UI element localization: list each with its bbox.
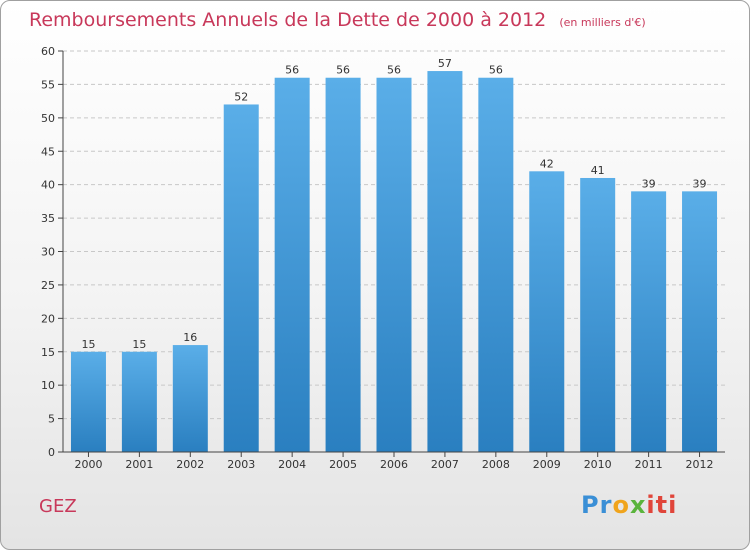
bars: 15 15 16 52 56 56 56 57 56 42 41 39 39 bbox=[70, 57, 718, 453]
location-label: GEZ bbox=[39, 496, 77, 517]
data-label-2005: 56 bbox=[336, 64, 350, 77]
chart-subtitle: (en milliers d'€) bbox=[559, 16, 646, 29]
y-tick-label: 60 bbox=[41, 45, 55, 58]
y-tick-label: 50 bbox=[41, 112, 55, 125]
proxiti-logo: Proxiti bbox=[581, 491, 677, 519]
data-label-2010: 41 bbox=[591, 164, 605, 177]
logo-part-2: o bbox=[612, 491, 630, 519]
data-label-2009: 42 bbox=[540, 157, 554, 170]
data-label-2008: 56 bbox=[489, 64, 503, 77]
x-tick-label-2005: 2005 bbox=[329, 458, 357, 471]
y-tick-label: 25 bbox=[41, 279, 55, 292]
bar-2008 bbox=[478, 77, 514, 452]
axes: 0 5 10 15 20 25 30 35 40 45 50 55 60 2000 2001 2002 2003… bbox=[41, 45, 725, 471]
data-label-2004: 56 bbox=[285, 64, 299, 77]
y-tick-label: 0 bbox=[48, 446, 55, 459]
logo-part-4: iti bbox=[646, 491, 678, 519]
y-tick-label: 45 bbox=[41, 145, 55, 158]
y-tick-label: 30 bbox=[41, 246, 55, 259]
bar-2001 bbox=[121, 351, 157, 452]
data-label-2000: 15 bbox=[81, 338, 95, 351]
data-label-2002: 16 bbox=[183, 331, 197, 344]
bar-2000 bbox=[70, 351, 106, 452]
bar-2007 bbox=[427, 71, 463, 453]
bar-2009 bbox=[529, 171, 565, 453]
data-label-2012: 39 bbox=[693, 177, 707, 190]
chart-title: Remboursements Annuels de la Dette de 20… bbox=[29, 9, 547, 31]
bar-2004 bbox=[274, 77, 310, 452]
x-tick-label-2004: 2004 bbox=[278, 458, 306, 471]
bar-2010 bbox=[580, 177, 616, 452]
y-tick-label: 15 bbox=[41, 346, 55, 359]
data-label-2007: 57 bbox=[438, 57, 452, 70]
bar-2006 bbox=[376, 77, 412, 452]
bar-chart: 15 15 16 52 56 56 56 57 56 42 41 39 39 0 5 10 15 20 25 30 3… bbox=[41, 45, 725, 471]
bar-2002 bbox=[172, 345, 208, 452]
data-label-2003: 52 bbox=[234, 90, 248, 103]
data-label-2011: 39 bbox=[642, 177, 656, 190]
y-tick-label: 5 bbox=[48, 413, 55, 426]
x-tick-label-2009: 2009 bbox=[533, 458, 561, 471]
x-tick-label-2007: 2007 bbox=[431, 458, 459, 471]
x-tick-label-2001: 2001 bbox=[125, 458, 153, 471]
bar-2012 bbox=[682, 191, 718, 452]
bar-2005 bbox=[325, 77, 361, 452]
y-tick-label: 10 bbox=[41, 379, 55, 392]
x-tick-label-2011: 2011 bbox=[635, 458, 663, 471]
x-tick-label-2002: 2002 bbox=[176, 458, 204, 471]
x-tick-label-2008: 2008 bbox=[482, 458, 510, 471]
logo-part-1: Pr bbox=[581, 491, 613, 519]
y-tick-label: 35 bbox=[41, 212, 55, 225]
y-tick-label: 55 bbox=[41, 78, 55, 91]
bar-2011 bbox=[631, 191, 667, 452]
chart-header: Remboursements Annuels de la Dette de 20… bbox=[29, 9, 646, 31]
x-tick-label-2012: 2012 bbox=[686, 458, 714, 471]
y-tick-label: 40 bbox=[41, 179, 55, 192]
x-tick-label-2000: 2000 bbox=[74, 458, 102, 471]
x-tick-label-2010: 2010 bbox=[584, 458, 612, 471]
data-label-2006: 56 bbox=[387, 64, 401, 77]
bar-2003 bbox=[223, 104, 259, 452]
data-label-2001: 15 bbox=[132, 338, 146, 351]
y-tick-label: 20 bbox=[41, 312, 55, 325]
logo-part-3: x bbox=[629, 491, 647, 519]
x-tick-label-2003: 2003 bbox=[227, 458, 255, 471]
x-tick-label-2006: 2006 bbox=[380, 458, 408, 471]
